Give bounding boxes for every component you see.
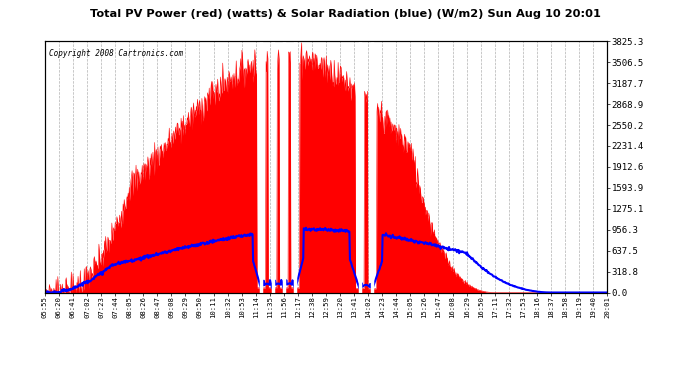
Text: Total PV Power (red) (watts) & Solar Radiation (blue) (W/m2) Sun Aug 10 20:01: Total PV Power (red) (watts) & Solar Rad…: [90, 9, 600, 20]
Text: Copyright 2008 Cartronics.com: Copyright 2008 Cartronics.com: [50, 49, 184, 58]
